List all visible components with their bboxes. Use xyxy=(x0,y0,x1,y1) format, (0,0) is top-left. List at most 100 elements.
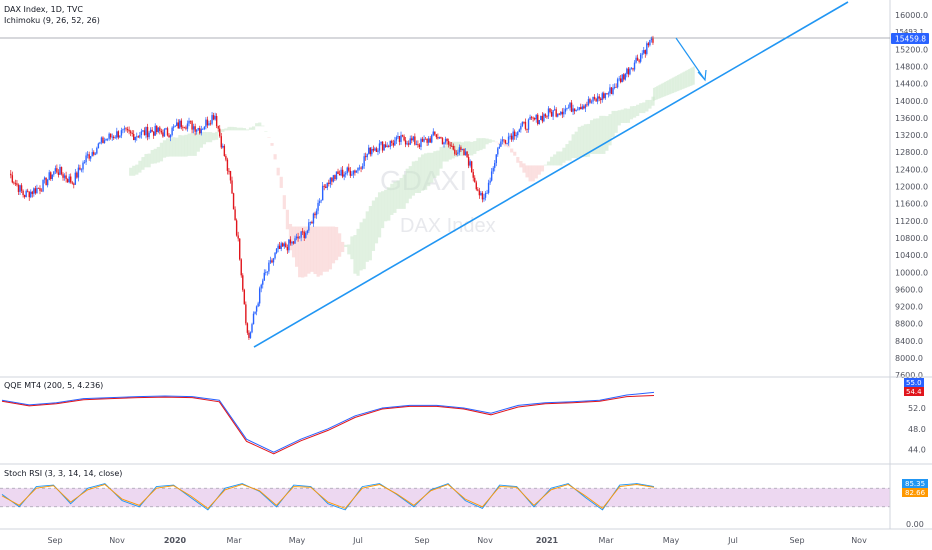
candle-body xyxy=(460,147,462,151)
svg-text:54.4: 54.4 xyxy=(906,388,922,396)
price-tick-label: 7600.0 xyxy=(895,371,923,380)
qqe-legend[interactable]: QQE MT4 (200, 5, 4.236) xyxy=(4,381,103,390)
time-tick-label: 2020 xyxy=(164,536,187,545)
candle-body xyxy=(116,131,118,138)
candle-body xyxy=(623,74,625,80)
candle-body xyxy=(527,119,530,130)
cloud-segment xyxy=(221,129,225,132)
cloud-segment xyxy=(181,135,185,157)
candle-body xyxy=(649,40,651,46)
candle-body xyxy=(252,313,255,325)
candle-body xyxy=(254,311,256,314)
candle-body xyxy=(644,50,646,54)
candle-body xyxy=(600,98,602,101)
candle-body xyxy=(426,138,428,143)
candle-body xyxy=(386,145,388,147)
symbol-title[interactable]: DAX Index, 1D, TVC xyxy=(4,5,83,14)
stoch-legend[interactable]: Stoch RSI (3, 3, 14, 14, close) xyxy=(4,469,122,478)
candle-body xyxy=(501,139,504,142)
candle-body xyxy=(217,126,219,129)
candle-body xyxy=(80,169,83,171)
cloud-segment xyxy=(553,154,557,166)
candle-body xyxy=(358,167,361,169)
candle-body xyxy=(239,238,241,260)
candle-body xyxy=(420,138,422,147)
candle-body xyxy=(235,220,238,236)
cloud-segment xyxy=(537,165,541,175)
candle-body xyxy=(177,122,179,129)
cloud-segment xyxy=(341,241,345,253)
cloud-segment xyxy=(617,110,621,126)
time-tick-label: Jul xyxy=(352,536,363,545)
price-tick-label: 14000.0 xyxy=(895,97,928,106)
candle-body xyxy=(325,186,327,188)
price-axis[interactable]: 16000.015600.015200.014800.014400.014000… xyxy=(895,11,928,380)
candle-body xyxy=(103,140,106,144)
candle-body xyxy=(13,182,15,184)
time-axis[interactable]: Sep Nov 2020 Mar May Jul Sep Nov 2021 Mar May Jul Se… xyxy=(47,536,867,545)
candle-body xyxy=(14,183,17,185)
cloud-segment xyxy=(494,141,498,143)
candle-body xyxy=(149,129,152,133)
cloud-segment xyxy=(448,142,452,160)
candle-body xyxy=(570,102,573,112)
candle-body xyxy=(423,138,425,142)
candle-body xyxy=(59,167,61,175)
cloud-segment xyxy=(295,226,299,267)
cloud-segment xyxy=(665,81,668,96)
cloud-segment xyxy=(276,167,280,176)
candle-body xyxy=(306,230,309,234)
price-tick-label: 13200.0 xyxy=(895,131,928,140)
candle-body xyxy=(93,152,95,155)
candle-body xyxy=(372,148,375,151)
candle-body xyxy=(375,148,378,152)
candle-body xyxy=(56,168,58,173)
cloud-segment xyxy=(639,103,643,114)
price-tick-label: 10000.0 xyxy=(895,268,928,277)
candle-body xyxy=(162,132,164,137)
candle-body xyxy=(421,138,424,142)
cloud-segment xyxy=(365,211,369,262)
candle-body xyxy=(466,151,468,158)
cloud-segment xyxy=(334,226,339,261)
candle-body xyxy=(584,104,587,109)
candle-body xyxy=(543,114,545,122)
qqe-slow-line xyxy=(1,395,655,455)
candle-body xyxy=(443,142,445,145)
ichimoku-legend[interactable]: Ichimoku (9, 26, 52, 26) xyxy=(4,16,100,25)
candle-body xyxy=(348,167,350,171)
cloud-segment xyxy=(374,197,379,244)
price-tick-label: 11600.0 xyxy=(895,200,928,209)
candle-body xyxy=(265,272,267,273)
candle-body xyxy=(329,177,332,185)
candle-body xyxy=(523,121,525,123)
candle-body xyxy=(371,148,373,155)
cloud-segment xyxy=(683,71,686,89)
candle-body xyxy=(33,188,35,194)
candle-body xyxy=(524,121,527,129)
cloud-segment xyxy=(675,75,678,92)
cloud-segment xyxy=(667,80,670,95)
candle-body xyxy=(57,172,60,175)
candle-body xyxy=(506,143,508,145)
qqe-pane: 52.0 48.0 44.0 xyxy=(1,391,926,455)
cloud-segment xyxy=(691,67,694,86)
candle-body xyxy=(489,180,491,183)
cloud-segment xyxy=(516,156,520,163)
cloud-segment xyxy=(543,164,548,166)
cloud-segment xyxy=(138,160,142,173)
cloud-segment xyxy=(467,141,471,156)
price-tick-label: 10800.0 xyxy=(895,234,928,243)
candle-body xyxy=(123,128,126,130)
cloud-segment xyxy=(239,127,243,131)
cloud-segment xyxy=(279,176,283,188)
candle-body xyxy=(596,96,599,102)
projection-arrow[interactable] xyxy=(675,37,707,82)
trendline[interactable] xyxy=(253,1,849,348)
time-tick-label: Sep xyxy=(47,536,62,545)
candle-body xyxy=(590,101,593,103)
candle-body xyxy=(163,129,166,137)
candle-body xyxy=(39,188,41,191)
candle-body xyxy=(578,107,580,110)
